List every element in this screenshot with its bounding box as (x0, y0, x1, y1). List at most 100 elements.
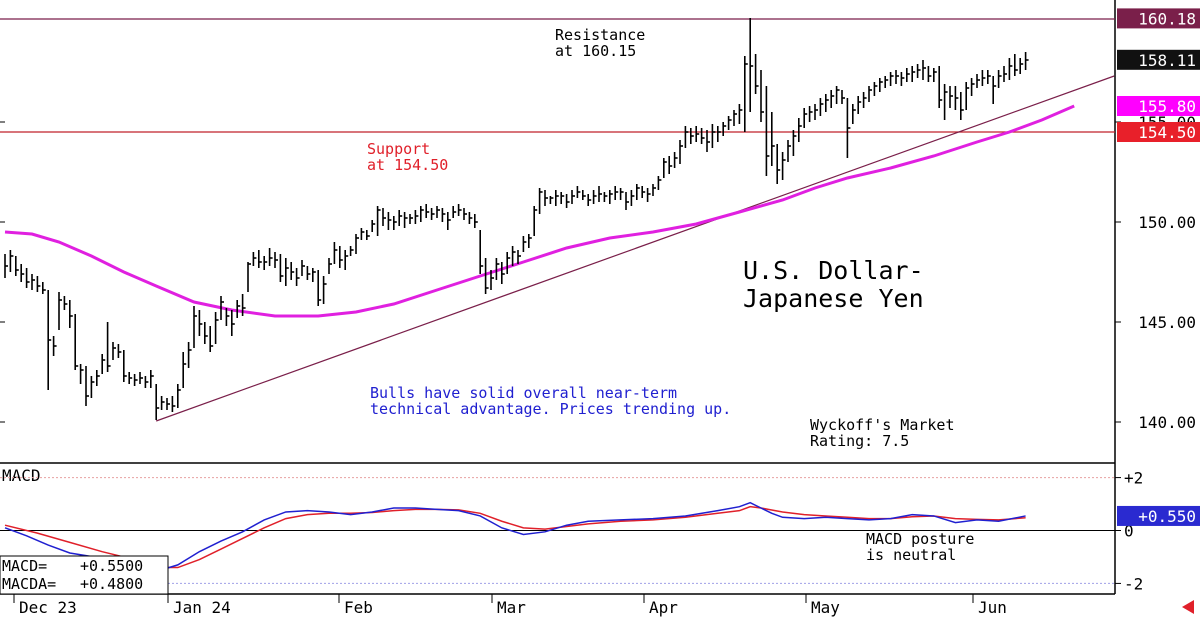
price-bar (900, 72, 905, 86)
price-bar (133, 374, 138, 386)
price-badge-0: 160.18 (1117, 8, 1200, 29)
price-bar (128, 372, 133, 384)
price-bar (927, 66, 932, 82)
price-bar (468, 212, 473, 224)
price-bar (576, 186, 581, 198)
price-bar (112, 342, 116, 360)
price-bar (625, 192, 629, 210)
price-bar (544, 190, 548, 206)
price-bar (581, 190, 586, 200)
price-bar (284, 258, 289, 286)
bulls-annotation: Bulls have solid overall near-term techn… (370, 384, 731, 418)
price-bar (20, 264, 25, 282)
price-bar (376, 206, 381, 236)
price-bar (851, 104, 856, 124)
price-badge-1: 158.11 (1117, 49, 1200, 70)
price-bar (738, 104, 743, 124)
price-bar (711, 124, 716, 148)
price-tick-label-1: 145.00 (1138, 313, 1196, 332)
price-bars (4, 18, 1029, 420)
price-bar (355, 234, 359, 254)
price-bar (571, 190, 575, 204)
price-bar (231, 310, 235, 336)
price-bar (954, 86, 959, 110)
price-bar (490, 270, 494, 290)
price-badge-3: 154.50 (1117, 122, 1200, 142)
price-bar (814, 104, 818, 120)
price-bar (959, 92, 964, 120)
price-bar (630, 190, 635, 206)
price-bar (689, 128, 694, 144)
price-bar (641, 186, 646, 198)
price-bar (1019, 58, 1024, 74)
price-bar (970, 78, 975, 96)
moving-average-layer (4, 104, 1075, 318)
price-bar (36, 276, 41, 292)
macda-readout-label: MACDA= (2, 575, 56, 593)
price-bar (895, 70, 899, 84)
price-bar (808, 106, 813, 122)
price-bar (317, 270, 322, 306)
price-bar (409, 214, 413, 224)
price-bar (565, 194, 570, 208)
price-badge-label: 160.18 (1138, 9, 1196, 28)
price-bar (614, 186, 619, 200)
macd-readout-value: +0.5500 (80, 557, 143, 575)
macd-tick-label-1: 0 (1124, 522, 1134, 541)
price-bar (430, 208, 435, 220)
x-tick-label-1: Jan 24 (173, 598, 231, 617)
price-bar (328, 258, 332, 274)
price-bar (878, 78, 883, 92)
price-bar (662, 158, 667, 178)
price-bar (846, 98, 851, 158)
price-bar (592, 190, 597, 204)
price-bar (446, 212, 451, 230)
price-bar (171, 396, 176, 412)
price-bar (889, 72, 894, 86)
price-bar (560, 192, 565, 204)
price-bar (943, 84, 948, 120)
support-resistance-lines (0, 18, 1115, 133)
x-axis: Dec 23 Jan 24 Feb Mar Apr May Jun (13, 594, 1007, 617)
price-bar (187, 342, 192, 368)
price-badge-label: 158.11 (1138, 51, 1196, 70)
price-bar (695, 126, 700, 142)
trendline-layer (155, 75, 1115, 422)
price-bar (25, 268, 30, 288)
price-badges: 160.18 158.11 155.80 154.50 (1117, 8, 1200, 142)
macd-readout-box: MACD= +0.5500 MACDA= +0.4800 (0, 555, 169, 595)
price-bar (452, 206, 457, 218)
price-bar (608, 190, 613, 204)
price-bar (139, 372, 143, 384)
price-bar (144, 376, 149, 388)
price-bar (344, 250, 349, 270)
price-bar (236, 300, 241, 318)
price-bar (684, 126, 689, 148)
price-bar (123, 350, 127, 382)
price-bar (722, 122, 727, 136)
market-rating-annotation: Wyckoff's Market Rating: 7.5 (810, 416, 964, 450)
price-bar (31, 274, 35, 290)
support-annotation: Support at 154.50 (367, 140, 448, 174)
price-bar (484, 258, 489, 294)
price-bar (743, 56, 748, 132)
price-bar (193, 306, 197, 348)
x-tick-label-5: May (811, 598, 840, 617)
price-bar (765, 86, 770, 176)
price-tick-label-0: 140.00 (1138, 413, 1196, 432)
price-bar (716, 126, 721, 142)
price-bar (85, 366, 89, 406)
price-bar (333, 242, 338, 264)
price-bar (511, 246, 516, 266)
scroll-left-arrow-icon[interactable] (1182, 600, 1194, 614)
price-bar (727, 116, 732, 130)
price-bar (382, 208, 386, 226)
x-tick-label-3: Mar (497, 598, 526, 617)
price-bar (166, 398, 170, 410)
price-bar (96, 370, 100, 386)
price-bar (306, 266, 311, 280)
price-tick-label-2: 150.00 (1138, 213, 1196, 232)
price-bar (657, 176, 662, 190)
price-bar (47, 290, 52, 390)
price-bar (668, 156, 673, 174)
